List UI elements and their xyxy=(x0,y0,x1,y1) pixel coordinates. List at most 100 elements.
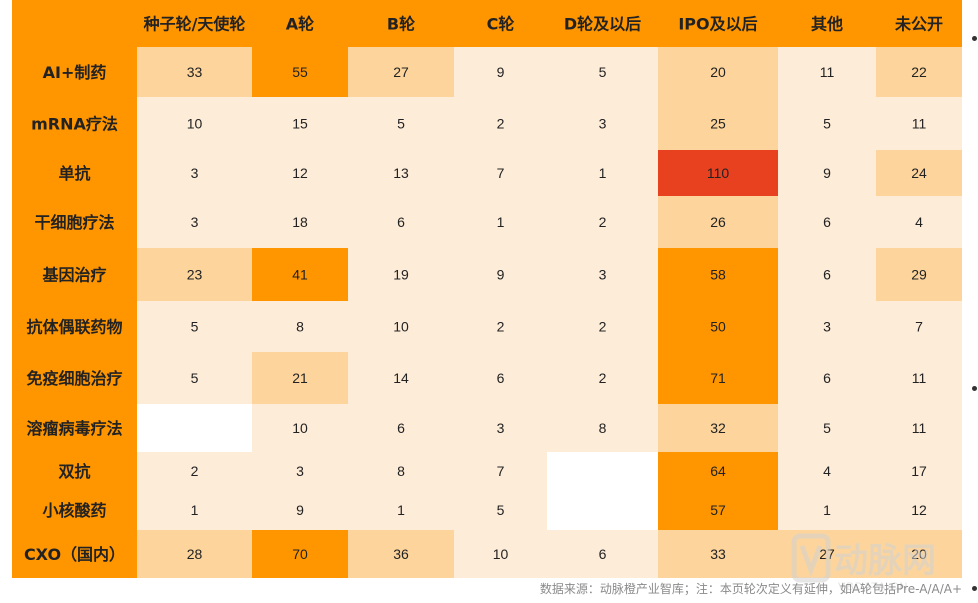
heatmap-cell xyxy=(658,150,778,196)
heatmap-cell xyxy=(252,490,348,530)
cell-value: 20 xyxy=(911,546,927,562)
cell-value: 13 xyxy=(393,165,409,181)
cell-value: 11 xyxy=(820,64,835,80)
heatmap-cell xyxy=(348,490,454,530)
row-label: CXO（国内） xyxy=(24,545,125,564)
row-label: 双抗 xyxy=(58,462,90,481)
cell-value: 3 xyxy=(823,319,831,335)
cell-value: 9 xyxy=(823,165,831,181)
heatmap-cell xyxy=(547,196,658,248)
cell-value: 5 xyxy=(397,116,405,132)
cell-value: 1 xyxy=(823,502,831,518)
cell-value: 25 xyxy=(710,116,726,132)
cell-value: 1 xyxy=(599,165,607,181)
cell-value: 8 xyxy=(296,319,304,335)
header-band xyxy=(12,0,962,47)
cell-value: 7 xyxy=(915,319,923,335)
heatmap-cell xyxy=(547,248,658,301)
heatmap-cell xyxy=(348,196,454,248)
column-header: C轮 xyxy=(487,15,515,34)
cell-value: 23 xyxy=(187,267,203,283)
heatmap-cell xyxy=(658,196,778,248)
cell-value: 9 xyxy=(497,267,505,283)
heatmap-cell xyxy=(348,530,454,578)
heatmap-cell xyxy=(137,530,252,578)
row-label: AI+制药 xyxy=(43,63,107,82)
cell-value: 12 xyxy=(292,165,308,181)
cell-value: 10 xyxy=(292,420,308,436)
cell-value: 71 xyxy=(710,370,726,386)
cell-value: 5 xyxy=(823,116,831,132)
cell-value: 3 xyxy=(497,420,505,436)
heatmap-cell xyxy=(658,452,778,490)
heatmap-cell xyxy=(876,150,962,196)
row-label: 小核酸药 xyxy=(42,501,106,520)
heatmap-cell xyxy=(252,150,348,196)
heatmap-cell xyxy=(876,452,962,490)
heatmap-cell xyxy=(876,490,962,530)
heatmap-cell xyxy=(348,352,454,404)
heatmap-cell xyxy=(454,196,547,248)
watermark-logo: 动脉网 VBDATA.CN xyxy=(791,533,936,593)
heatmap-cell xyxy=(876,404,962,452)
cell-value: 21 xyxy=(292,370,308,386)
cell-value: 1 xyxy=(497,214,505,230)
cell-value: 2 xyxy=(599,370,607,386)
cell-value: 2 xyxy=(497,319,505,335)
cell-value: 2 xyxy=(191,463,199,479)
column-header: B轮 xyxy=(387,15,415,34)
column-header: IPO及以后 xyxy=(678,15,757,34)
cell-value: 19 xyxy=(393,267,409,283)
heatmap-cell xyxy=(137,301,252,352)
heatmap-cell xyxy=(658,352,778,404)
heatmap-cell xyxy=(778,47,876,97)
heatmap-cell xyxy=(658,97,778,150)
cell-value: 4 xyxy=(915,214,923,230)
cell-value: 5 xyxy=(599,64,607,80)
heatmap-cell xyxy=(778,196,876,248)
heatmap-cell xyxy=(348,47,454,97)
cell-value: 29 xyxy=(911,267,927,283)
heatmap-cell xyxy=(454,404,547,452)
cell-value: 1 xyxy=(397,502,405,518)
row-label: 干细胞疗法 xyxy=(34,213,114,232)
heatmap-cell xyxy=(252,530,348,578)
cell-value: 10 xyxy=(187,116,203,132)
cell-value: 3 xyxy=(599,116,607,132)
heatmap-cell xyxy=(547,301,658,352)
cell-value: 27 xyxy=(393,64,409,80)
source-footnote: 数据来源：动脉橙产业智库；注：本页轮次定义有延伸，如A轮包括Pre-A/A/A+ xyxy=(539,582,962,596)
heatmap-cell xyxy=(454,150,547,196)
heatmap-cell xyxy=(778,490,876,530)
cell-value: 2 xyxy=(599,214,607,230)
watermark-url: VBDATA.CN xyxy=(838,581,908,593)
cell-value: 8 xyxy=(397,463,405,479)
row-label-band xyxy=(12,47,137,578)
cell-value: 3 xyxy=(191,165,199,181)
row-label: 溶瘤病毒疗法 xyxy=(26,419,122,438)
cell-value: 50 xyxy=(710,319,726,335)
heatmap-cell xyxy=(547,150,658,196)
heatmap-cell xyxy=(876,301,962,352)
cell-value: 6 xyxy=(497,370,505,386)
heatmap-cell xyxy=(876,530,962,578)
cell-value: 26 xyxy=(710,214,726,230)
heatmap-cell xyxy=(778,452,876,490)
cell-value: 55 xyxy=(292,64,308,80)
cell-value: 17 xyxy=(911,463,927,479)
cell-value: 33 xyxy=(187,64,203,80)
heatmap-cell xyxy=(348,248,454,301)
heatmap-cell xyxy=(547,97,658,150)
heatmap-cell xyxy=(547,352,658,404)
heatmap-cell xyxy=(778,97,876,150)
column-header: D轮及以后 xyxy=(564,15,641,34)
column-header: A轮 xyxy=(286,15,314,34)
cell-value: 5 xyxy=(191,319,199,335)
cell-value: 70 xyxy=(292,546,308,562)
cell-value: 12 xyxy=(911,502,927,518)
heatmap-cell xyxy=(137,196,252,248)
cell-value: 2 xyxy=(497,116,505,132)
bullet-dot xyxy=(972,586,977,591)
column-header: 种子轮/天使轮 xyxy=(143,15,246,34)
